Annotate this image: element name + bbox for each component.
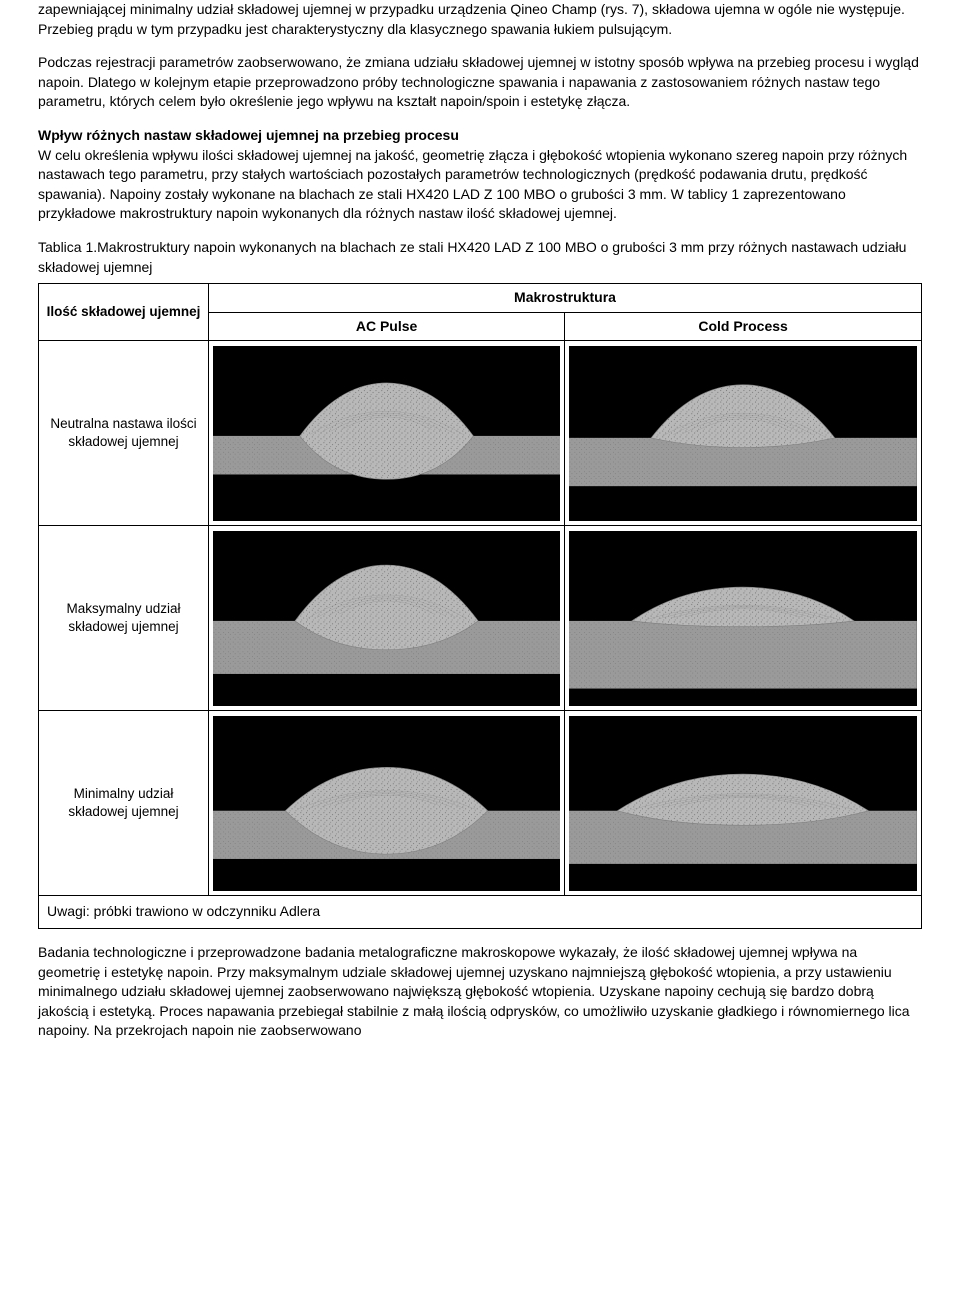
paragraph-2: Podczas rejestracji parametrów zaobserwo… — [38, 53, 922, 112]
table-notes: Uwagi: próbki trawiono w odczynniku Adle… — [39, 896, 922, 929]
macro-neutral-cold — [565, 341, 922, 526]
paragraph-3-body: W celu określenia wpływu ilości składowe… — [38, 147, 907, 222]
paragraph-3: Wpływ różnych nastaw składowej ujemnej n… — [38, 126, 922, 224]
table-header-main: Makrostruktura — [209, 284, 922, 313]
macro-max-cold — [565, 526, 922, 711]
macro-min-cold — [565, 711, 922, 896]
macro-neutral-acpulse — [209, 341, 565, 526]
macro-min-acpulse — [209, 711, 565, 896]
table-header-acpulse: AC Pulse — [209, 312, 565, 341]
paragraph-1: zapewniającej minimalny udział składowej… — [38, 0, 922, 39]
macrostructure-table: Ilość składowej ujemnej Makrostruktura A… — [38, 283, 922, 929]
table-row-label-neutral: Neutralna nastawa ilości składowej ujemn… — [39, 341, 209, 526]
table-row-label-min: Minimalny udział składowej ujemnej — [39, 711, 209, 896]
table-header-col1: Ilość składowej ujemnej — [39, 284, 209, 341]
table-row-label-max: Maksymalny udział składowej ujemnej — [39, 526, 209, 711]
paragraph-5: Badania technologiczne i przeprowadzone … — [38, 943, 922, 1041]
paragraph-3-heading: Wpływ różnych nastaw składowej ujemnej n… — [38, 127, 459, 143]
table-caption: Tablica 1.Makrostruktury napoin wykonany… — [38, 238, 922, 277]
table-header-coldprocess: Cold Process — [565, 312, 922, 341]
macro-max-acpulse — [209, 526, 565, 711]
